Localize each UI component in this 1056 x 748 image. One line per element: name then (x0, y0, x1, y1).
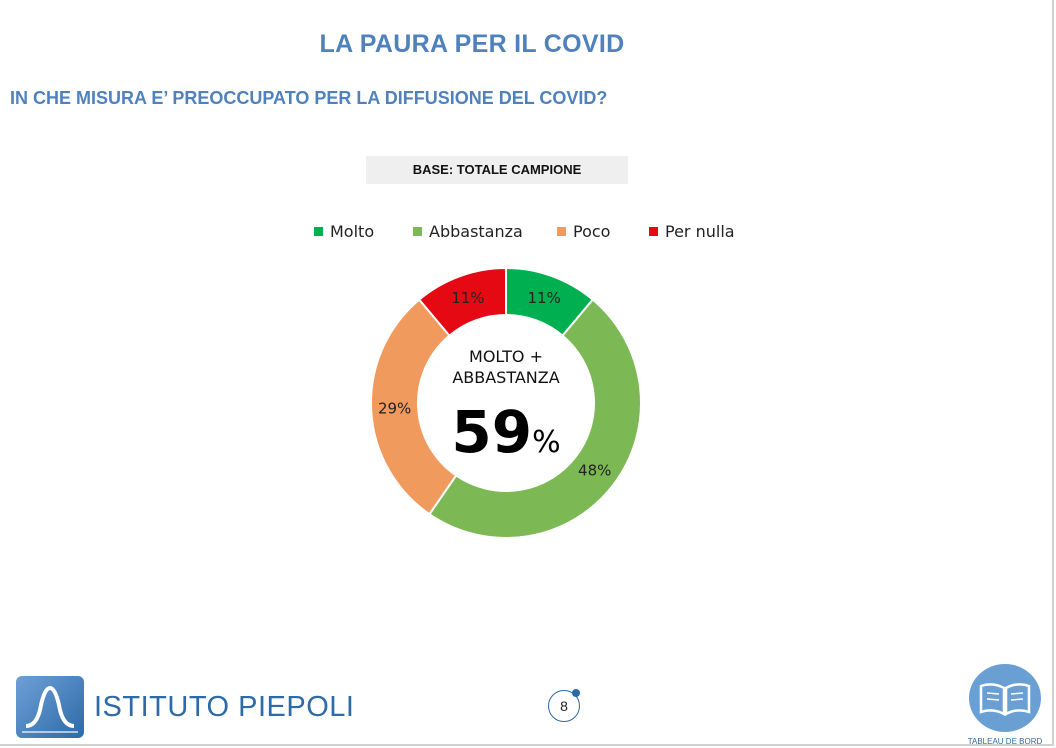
center-caption-line2: ABBASTANZA (452, 368, 560, 387)
legend-label-poco: Poco (573, 222, 611, 241)
center-total-value: 59 (451, 398, 533, 466)
legend-swatch-molto (314, 227, 323, 236)
slice-label-abbastanza: 48% (578, 462, 611, 480)
page-number: 8 (548, 690, 580, 722)
center-total-unit: % (532, 425, 561, 460)
legend-swatch-poco (557, 227, 566, 236)
legend-item-per-nulla: Per nulla (649, 222, 735, 241)
legend-swatch-per-nulla (649, 227, 658, 236)
slice-label-molto: 11% (527, 289, 560, 307)
center-total: 59% (406, 398, 606, 466)
legend-item-molto: Molto (314, 222, 374, 241)
donut-slice-poco (370, 298, 458, 516)
page-title: LA PAURA PER IL COVID (319, 30, 625, 58)
center-caption-line1: MOLTO + (469, 347, 543, 366)
istituto-piepoli-logo: ISTITUTO PIEPOLI (16, 676, 354, 738)
chart-legend: Molto Abbastanza Poco Per nulla (0, 222, 1056, 244)
legend-swatch-abbastanza (413, 227, 422, 236)
legend-item-abbastanza: Abbastanza (413, 222, 523, 241)
legend-label-abbastanza: Abbastanza (429, 222, 523, 241)
piepoli-logo-icon (16, 676, 84, 738)
donut-slice-abbastanza (428, 298, 642, 539)
legend-label-molto: Molto (330, 222, 375, 241)
donut-slice-per-nulla (417, 266, 507, 337)
slice-label-per-nulla: 11% (451, 289, 484, 307)
logo-text: ISTITUTO PIEPOLI (94, 690, 355, 723)
open-book-icon (969, 664, 1041, 732)
survey-question: IN CHE MISURA E’ PREOCCUPATO PER LA DIFF… (10, 88, 608, 108)
center-caption: MOLTO + ABBASTANZA (406, 346, 606, 388)
page-number-dot (572, 689, 580, 697)
sample-base-label: BASE: TOTALE CAMPIONE (366, 156, 628, 184)
slice-label-poco: 29% (378, 399, 411, 417)
badge-caption: TABLEAU DE BORD (967, 737, 1043, 746)
legend-item-poco: Poco (557, 222, 610, 241)
legend-label-per-nulla: Per nulla (665, 222, 735, 241)
